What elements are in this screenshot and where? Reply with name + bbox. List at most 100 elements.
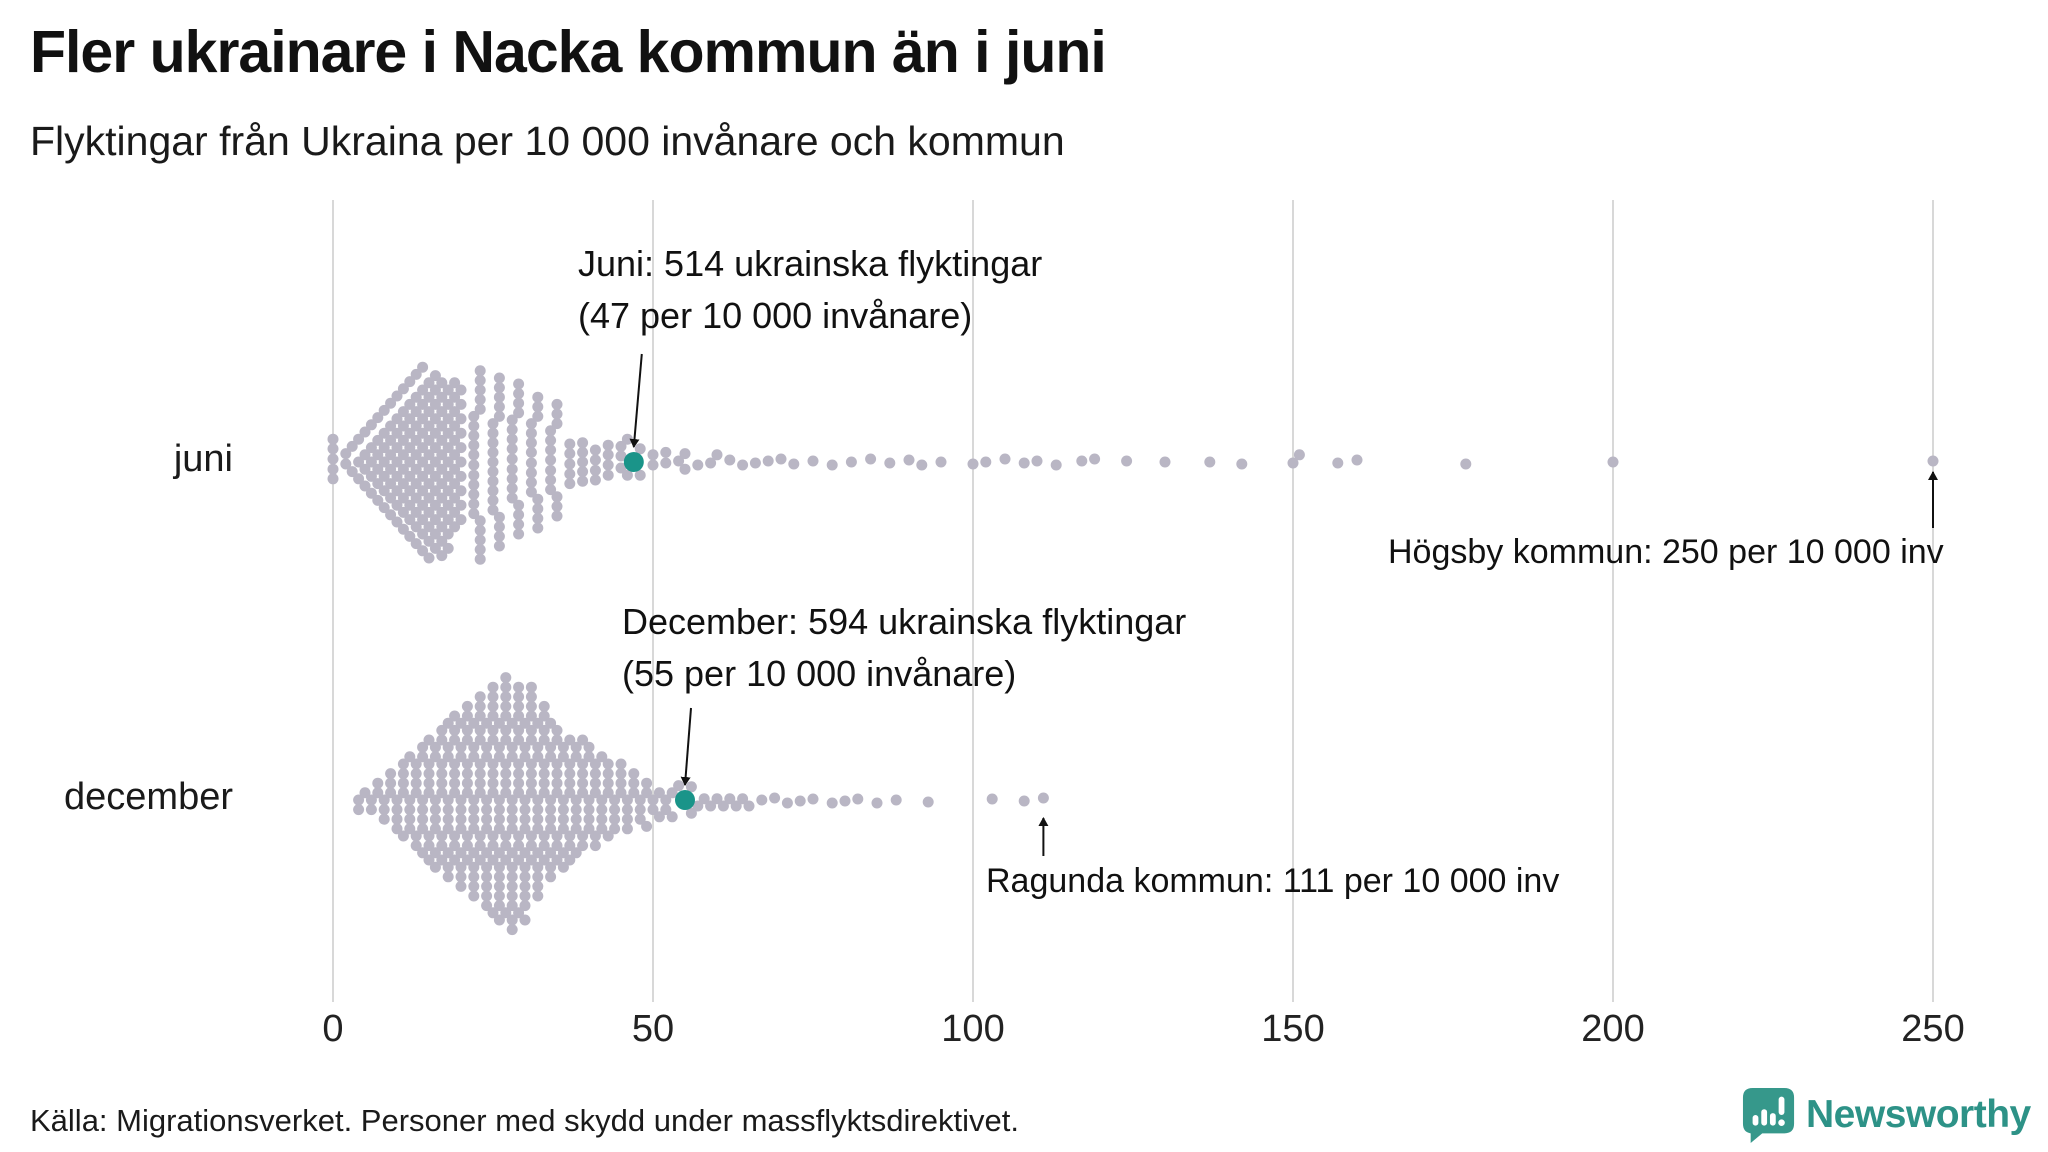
municipality-dot (365, 456, 377, 468)
municipality-dot (455, 384, 467, 396)
municipality-dot (410, 492, 422, 504)
municipality-dot (532, 794, 544, 806)
municipality-dot (506, 414, 518, 426)
newsworthy-logo-text: Newsworthy (1806, 1093, 2031, 1136)
municipality-dot (916, 459, 928, 471)
municipality-dot (513, 768, 525, 780)
municipality-dot (461, 840, 473, 852)
annotation-december-nacka: December: 594 ukrainska flyktingar (55 p… (622, 596, 1186, 700)
municipality-dot (442, 499, 454, 511)
municipality-dot (340, 458, 352, 470)
municipality-dot (577, 446, 589, 458)
municipality-dot (596, 794, 608, 806)
municipality-dot (423, 463, 435, 475)
municipality-dot (442, 514, 454, 526)
municipality-dot (596, 751, 608, 763)
municipality-dot (429, 470, 441, 482)
municipality-dot (417, 470, 429, 482)
municipality-dot (551, 758, 563, 770)
x-axis-tick-label: 150 (1261, 1008, 1325, 1050)
municipality-dot (609, 794, 621, 806)
municipality-dot (589, 830, 601, 842)
municipality-dot (353, 804, 365, 816)
municipality-dot (602, 768, 614, 780)
municipality-dot (455, 794, 467, 806)
municipality-dot (417, 813, 429, 825)
municipality-dot (391, 427, 403, 439)
municipality-dot (589, 758, 601, 770)
municipality-dot (468, 420, 480, 432)
municipality-dot (417, 384, 429, 396)
municipality-dot (570, 813, 582, 825)
municipality-dot (583, 794, 595, 806)
municipality-dot (532, 741, 544, 753)
municipality-dot (705, 457, 717, 469)
municipality-dot (609, 813, 621, 825)
annotation-arrow-juni-nacka (629, 353, 643, 448)
municipality-dot (557, 741, 569, 753)
municipality-dot (455, 804, 467, 816)
municipality-dot (468, 410, 480, 422)
municipality-dot (365, 470, 377, 482)
municipality-dot (449, 768, 461, 780)
municipality-dot (455, 398, 467, 410)
municipality-dot (442, 813, 454, 825)
municipality-dot (442, 751, 454, 763)
municipality-dot (423, 406, 435, 418)
municipality-dot (500, 710, 512, 722)
municipality-dot (493, 914, 505, 926)
municipality-dot (493, 717, 505, 729)
annotation-line: Högsby kommun: 250 per 10 000 inv (1388, 533, 1944, 571)
municipality-dot (429, 823, 441, 835)
municipality-dot (666, 811, 678, 823)
municipality-dot (410, 830, 422, 842)
municipality-dot (436, 535, 448, 547)
municipality-dot (525, 418, 537, 430)
municipality-dot (551, 500, 563, 512)
municipality-dot (653, 787, 665, 799)
municipality-dot (391, 456, 403, 468)
municipality-dot (365, 487, 377, 499)
municipality-dot (577, 830, 589, 842)
municipality-dot (826, 459, 838, 471)
municipality-dot (404, 514, 416, 526)
municipality-dot (429, 514, 441, 526)
municipality-dot (660, 794, 672, 806)
municipality-dot (429, 813, 441, 825)
municipality-dot (500, 691, 512, 703)
annotation-line: December: 594 ukrainska flyktingar (622, 601, 1187, 642)
municipality-dot (391, 794, 403, 806)
highlight-dot-nacka (675, 790, 695, 810)
municipality-dot (455, 717, 467, 729)
municipality-dot (372, 777, 384, 789)
municipality-dot (423, 768, 435, 780)
municipality-dot (564, 458, 576, 470)
municipality-dot (564, 768, 576, 780)
municipality-dot (461, 768, 473, 780)
municipality-dot (1293, 449, 1305, 461)
municipality-dot (353, 433, 365, 445)
municipality-dot (525, 734, 537, 746)
municipality-dot (519, 900, 531, 912)
municipality-dot (404, 470, 416, 482)
municipality-dot (532, 847, 544, 859)
municipality-dot (493, 890, 505, 902)
municipality-dot (519, 813, 531, 825)
municipality-dot (525, 457, 537, 469)
municipality-dot (442, 717, 454, 729)
municipality-dot (589, 444, 601, 456)
municipality-dot (506, 804, 518, 816)
municipality-dot (442, 384, 454, 396)
municipality-dot (410, 434, 422, 446)
municipality-dot (481, 847, 493, 859)
municipality-dot (455, 823, 467, 835)
municipality-dot (513, 407, 525, 419)
municipality-dot (487, 475, 499, 487)
municipality-dot (615, 787, 627, 799)
municipality-dot (365, 419, 377, 431)
municipality-dot (519, 717, 531, 729)
municipality-dot (404, 485, 416, 497)
municipality-dot (474, 544, 486, 556)
annotation-hogsby: Högsby kommun: 250 per 10 000 inv (1388, 533, 1944, 572)
municipality-dot (436, 434, 448, 446)
